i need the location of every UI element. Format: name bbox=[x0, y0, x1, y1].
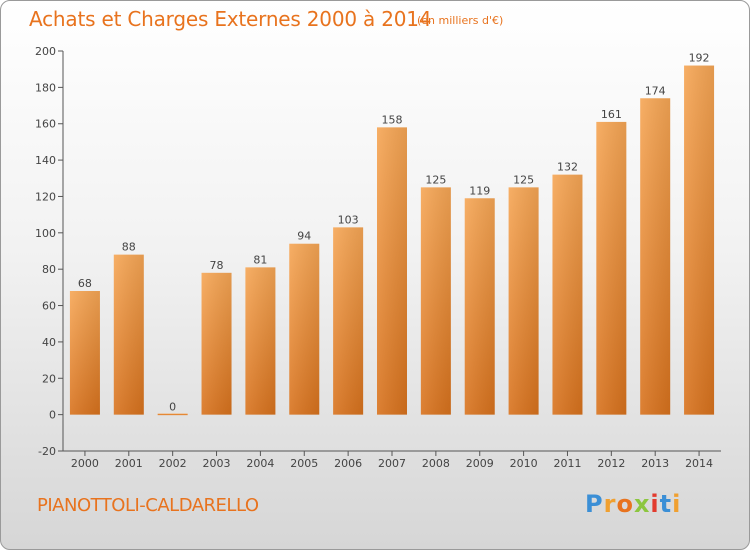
bar-shade-2006 bbox=[333, 227, 364, 415]
bar-shade-2009 bbox=[464, 198, 495, 415]
x-tick-label: 2006 bbox=[334, 457, 362, 470]
value-label: 161 bbox=[601, 108, 622, 121]
x-tick-label: 2001 bbox=[115, 457, 143, 470]
logo-letter: t bbox=[659, 490, 673, 518]
logo-letter: P bbox=[585, 490, 604, 518]
bar-2002 bbox=[157, 413, 188, 416]
bar-shade-2011 bbox=[552, 174, 583, 415]
x-tick-label: 2002 bbox=[159, 457, 187, 470]
value-label: 192 bbox=[689, 52, 710, 65]
bar-shade-2003 bbox=[201, 272, 232, 415]
value-label: 103 bbox=[338, 213, 359, 226]
logo-letter: o bbox=[616, 490, 634, 518]
y-tick-label: 20 bbox=[42, 372, 56, 385]
value-label: 0 bbox=[169, 401, 176, 414]
x-tick-label: 2004 bbox=[246, 457, 274, 470]
commune-name: PIANOTTOLI-CALDARELLO bbox=[37, 495, 259, 516]
x-tick-label: 2009 bbox=[466, 457, 494, 470]
y-tick-label: 120 bbox=[35, 190, 56, 203]
logo-letter: i bbox=[650, 490, 660, 518]
y-tick-label: 160 bbox=[35, 118, 56, 131]
x-tick-label: 2011 bbox=[553, 457, 581, 470]
logo-letter: i bbox=[672, 490, 682, 518]
y-tick-label: 0 bbox=[49, 409, 56, 422]
value-label: 88 bbox=[122, 241, 136, 254]
x-tick-label: 2014 bbox=[685, 457, 713, 470]
x-tick-label: 2010 bbox=[510, 457, 538, 470]
bar-shade-2005 bbox=[289, 243, 320, 415]
value-label: 94 bbox=[297, 230, 311, 243]
value-label: 68 bbox=[78, 277, 92, 290]
x-tick-label: 2005 bbox=[290, 457, 318, 470]
bar-shade-2000 bbox=[69, 291, 100, 415]
value-label: 174 bbox=[645, 84, 666, 97]
value-label: 132 bbox=[557, 161, 578, 174]
bars bbox=[69, 65, 715, 416]
proxiti-logo: Proxiti bbox=[585, 490, 681, 518]
bar-shade-2010 bbox=[508, 187, 539, 415]
x-tick-label: 2007 bbox=[378, 457, 406, 470]
logo-letter: r bbox=[603, 490, 617, 518]
x-tick-label: 2000 bbox=[71, 457, 99, 470]
value-label: 125 bbox=[513, 173, 534, 186]
x-tick-label: 2013 bbox=[641, 457, 669, 470]
logo-letter: x bbox=[633, 490, 651, 518]
bar-shade-2012 bbox=[596, 121, 627, 415]
value-label: 119 bbox=[469, 184, 490, 197]
chart-subtitle: (en milliers d'€) bbox=[417, 14, 504, 27]
value-labels: 68 88 0 78 81 94 103 158 125 119 125 132 161 174 192 bbox=[78, 52, 710, 414]
y-tick-label: -20 bbox=[38, 445, 56, 458]
y-tick-label: 180 bbox=[35, 81, 56, 94]
y-tick-label: 100 bbox=[35, 227, 56, 240]
bar-shade-2007 bbox=[377, 127, 407, 415]
y-tick-label: 200 bbox=[35, 45, 56, 58]
value-label: 78 bbox=[210, 259, 224, 272]
y-tick-label: 140 bbox=[35, 154, 56, 167]
chart-title: Achats et Charges Externes 2000 à 2014 bbox=[29, 7, 432, 31]
bar-shade-2008 bbox=[420, 187, 451, 415]
y-tick-label: 80 bbox=[42, 263, 56, 276]
value-label: 158 bbox=[382, 113, 403, 126]
y-tick-label: 40 bbox=[42, 336, 56, 349]
value-label: 81 bbox=[253, 253, 267, 266]
x-tick-label: 2012 bbox=[597, 457, 625, 470]
bar-shade-2001 bbox=[113, 254, 144, 415]
x-tick-label: 2008 bbox=[422, 457, 450, 470]
bar-shade-2014 bbox=[684, 65, 715, 415]
y-tick-label: 60 bbox=[42, 300, 56, 313]
x-tick-label: 2003 bbox=[203, 457, 231, 470]
bar-shade-2013 bbox=[640, 98, 671, 415]
axes: -20 0 20 40 60 80 100 120 140 160 180 200 2000 2001 20… bbox=[35, 45, 721, 470]
value-label: 125 bbox=[425, 173, 446, 186]
bar-shade-2004 bbox=[245, 267, 276, 415]
